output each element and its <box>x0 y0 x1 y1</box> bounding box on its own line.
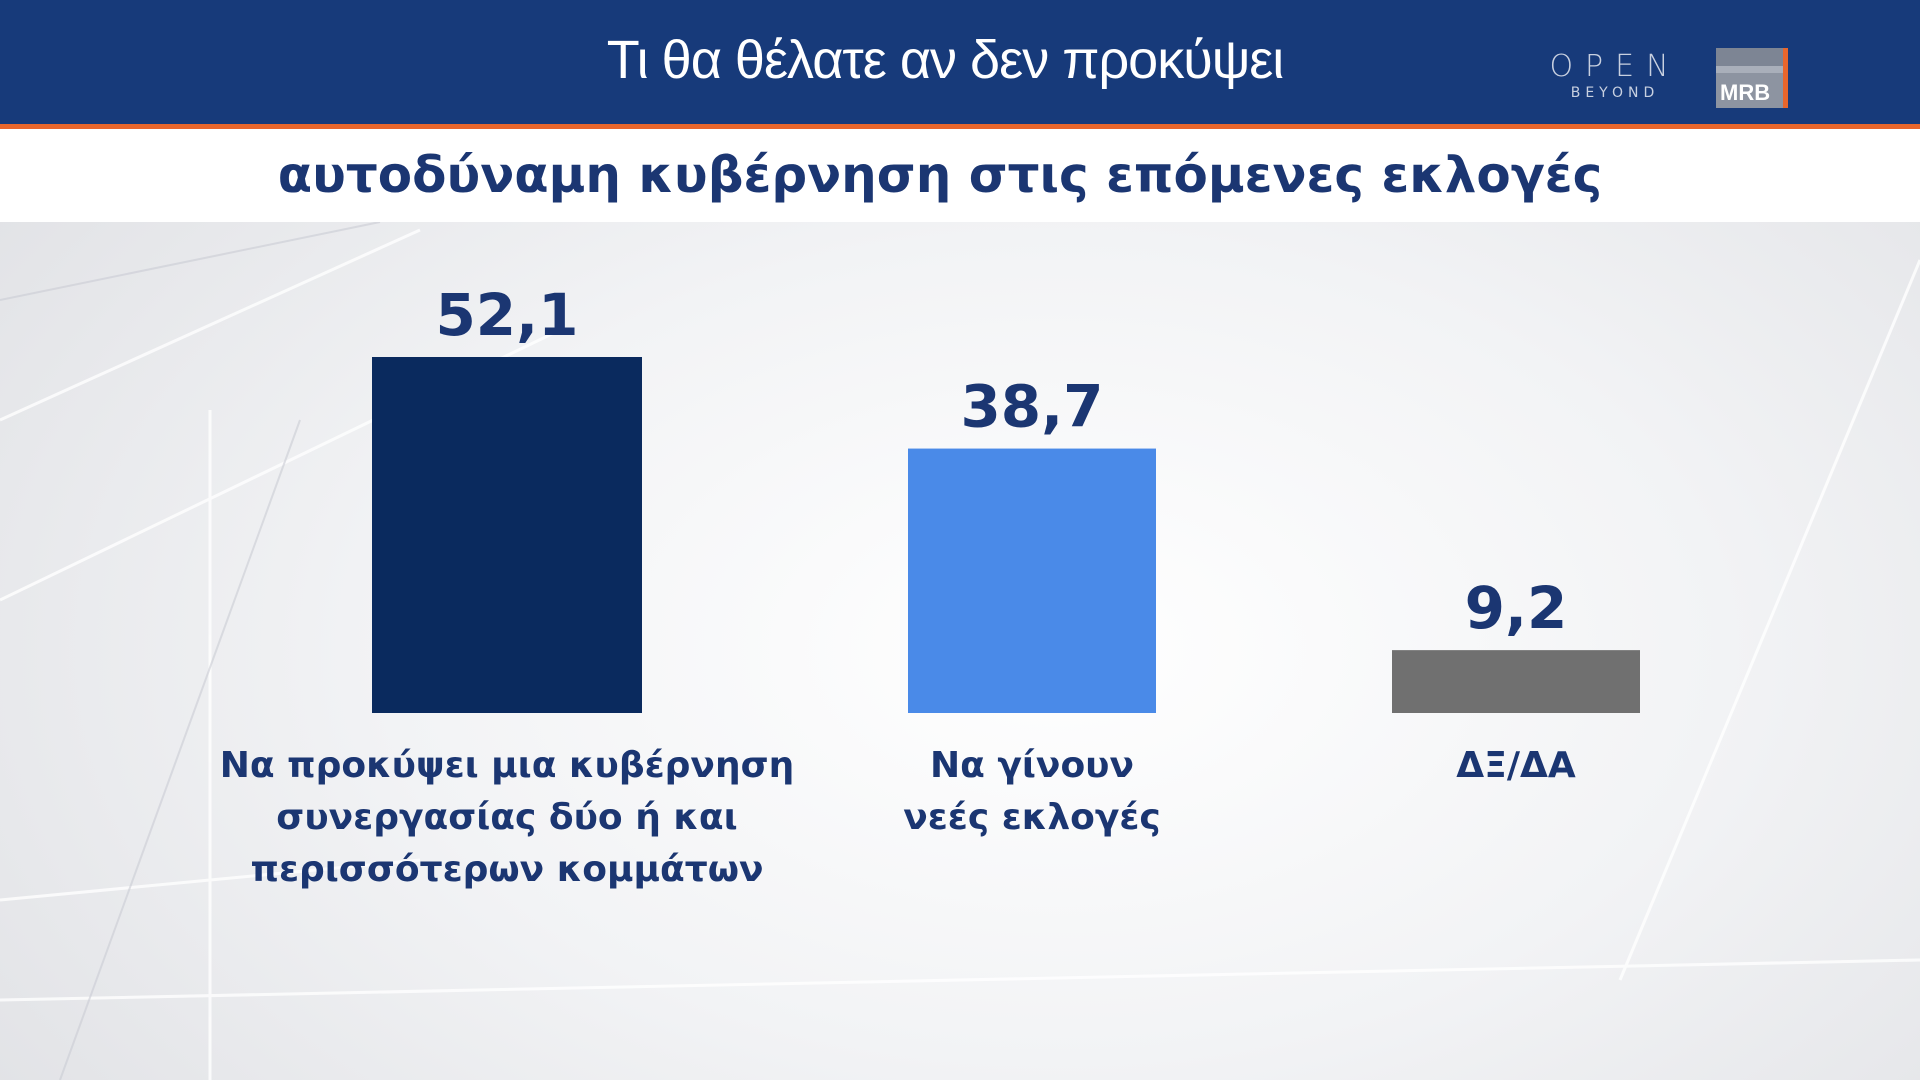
value-label-3: 9,2 <box>1465 574 1568 642</box>
category-label-3-line-1: ΔΞ/ΔΑ <box>1456 745 1576 786</box>
value-label-2: 38,7 <box>960 373 1103 441</box>
bar-2 <box>908 448 1156 713</box>
header-bar <box>0 0 1920 129</box>
bar-1 <box>372 357 642 713</box>
logo-open-sub: BEYOND <box>1570 85 1660 101</box>
subtitle-band <box>0 129 1920 222</box>
page-title: Τι θα θέλατε αν δεν προκύψει <box>606 30 1285 90</box>
value-label-1: 52,1 <box>435 281 578 349</box>
logo-mrb-text: MRB <box>1720 80 1771 105</box>
page-subtitle: αυτοδύναμη κυβέρνηση στις επόμενες εκλογ… <box>277 146 1603 204</box>
category-label-2-line-2: νεές εκλογές <box>903 797 1161 838</box>
bar-3 <box>1392 650 1640 713</box>
mrb-logo: MRB <box>1716 48 1788 108</box>
category-label-1-line-2: συνεργασίας δύο ή και <box>276 797 737 838</box>
bar-chart: 52,1 Να προκύψει μια κυβέρνηση συνεργασίας… <box>220 281 1640 890</box>
category-label-1-line-3: περισσότερων κομμάτων <box>250 849 763 890</box>
category-label-2-line-1: Να γίνουν <box>930 745 1134 786</box>
logo-open-text: OPEN <box>1549 49 1681 84</box>
category-label-1-line-1: Να προκύψει μια κυβέρνηση <box>220 745 795 786</box>
open-beyond-logo: OPEN BEYOND <box>1540 50 1690 102</box>
